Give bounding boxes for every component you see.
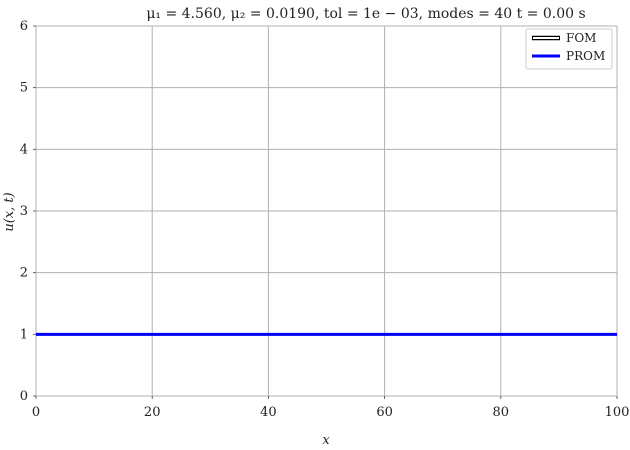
x-axis-label: x (322, 433, 330, 448)
y-tick-label: 4 (20, 142, 28, 157)
x-tick-label: 0 (32, 405, 40, 420)
y-tick-label: 3 (20, 204, 28, 219)
legend-label-prom: PROM (566, 49, 605, 63)
x-tick-label: 60 (376, 405, 393, 420)
legend: FOM PROM (525, 28, 613, 70)
y-tick-label: 1 (20, 327, 28, 342)
y-tick-label: 0 (20, 389, 28, 404)
legend-label-fom: FOM (566, 31, 596, 45)
x-tick-label: 100 (605, 405, 630, 420)
legend-entry-fom: FOM (532, 31, 596, 45)
grid (35, 25, 618, 397)
x-tick-label: 20 (144, 405, 161, 420)
legend-entry-prom: PROM (532, 49, 605, 63)
ticks: 0 20 40 60 80 100 0 1 2 3 4 5 6 (20, 19, 630, 420)
y-axis-label: u(x, t) (2, 192, 17, 231)
y-tick-label: 5 (20, 81, 28, 96)
x-tick-label: 40 (260, 405, 277, 420)
y-tick-label: 6 (20, 19, 28, 34)
x-tick-label: 80 (493, 405, 510, 420)
y-tick-label: 2 (20, 266, 28, 281)
chart-title: μ₁ = 4.560, μ₂ = 0.0190, tol = 1e − 03, … (146, 6, 585, 22)
